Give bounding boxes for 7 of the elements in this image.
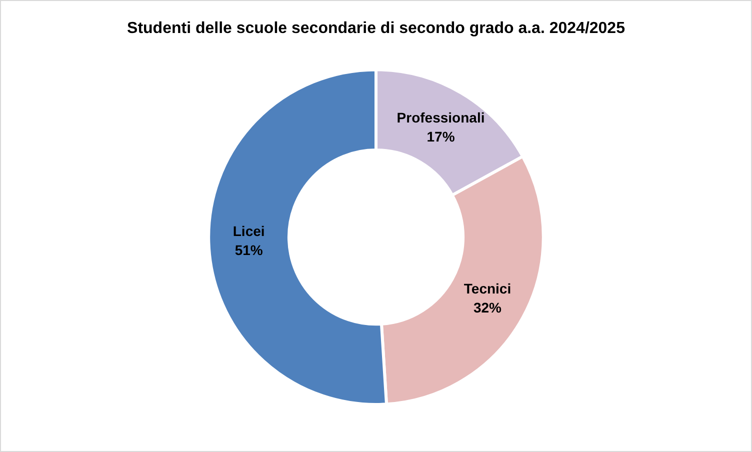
data-label: 32% [473,299,502,316]
slice-label: Licei [232,222,265,239]
slice-label: Professionali [396,109,485,126]
data-label: 17% [426,128,456,144]
chart-title: Studenti delle scuole secondarie di secondo grado a.a. 2024/2025 [127,20,626,38]
data-label: 51% [234,242,264,258]
slice-label: Tecnici [464,280,512,296]
